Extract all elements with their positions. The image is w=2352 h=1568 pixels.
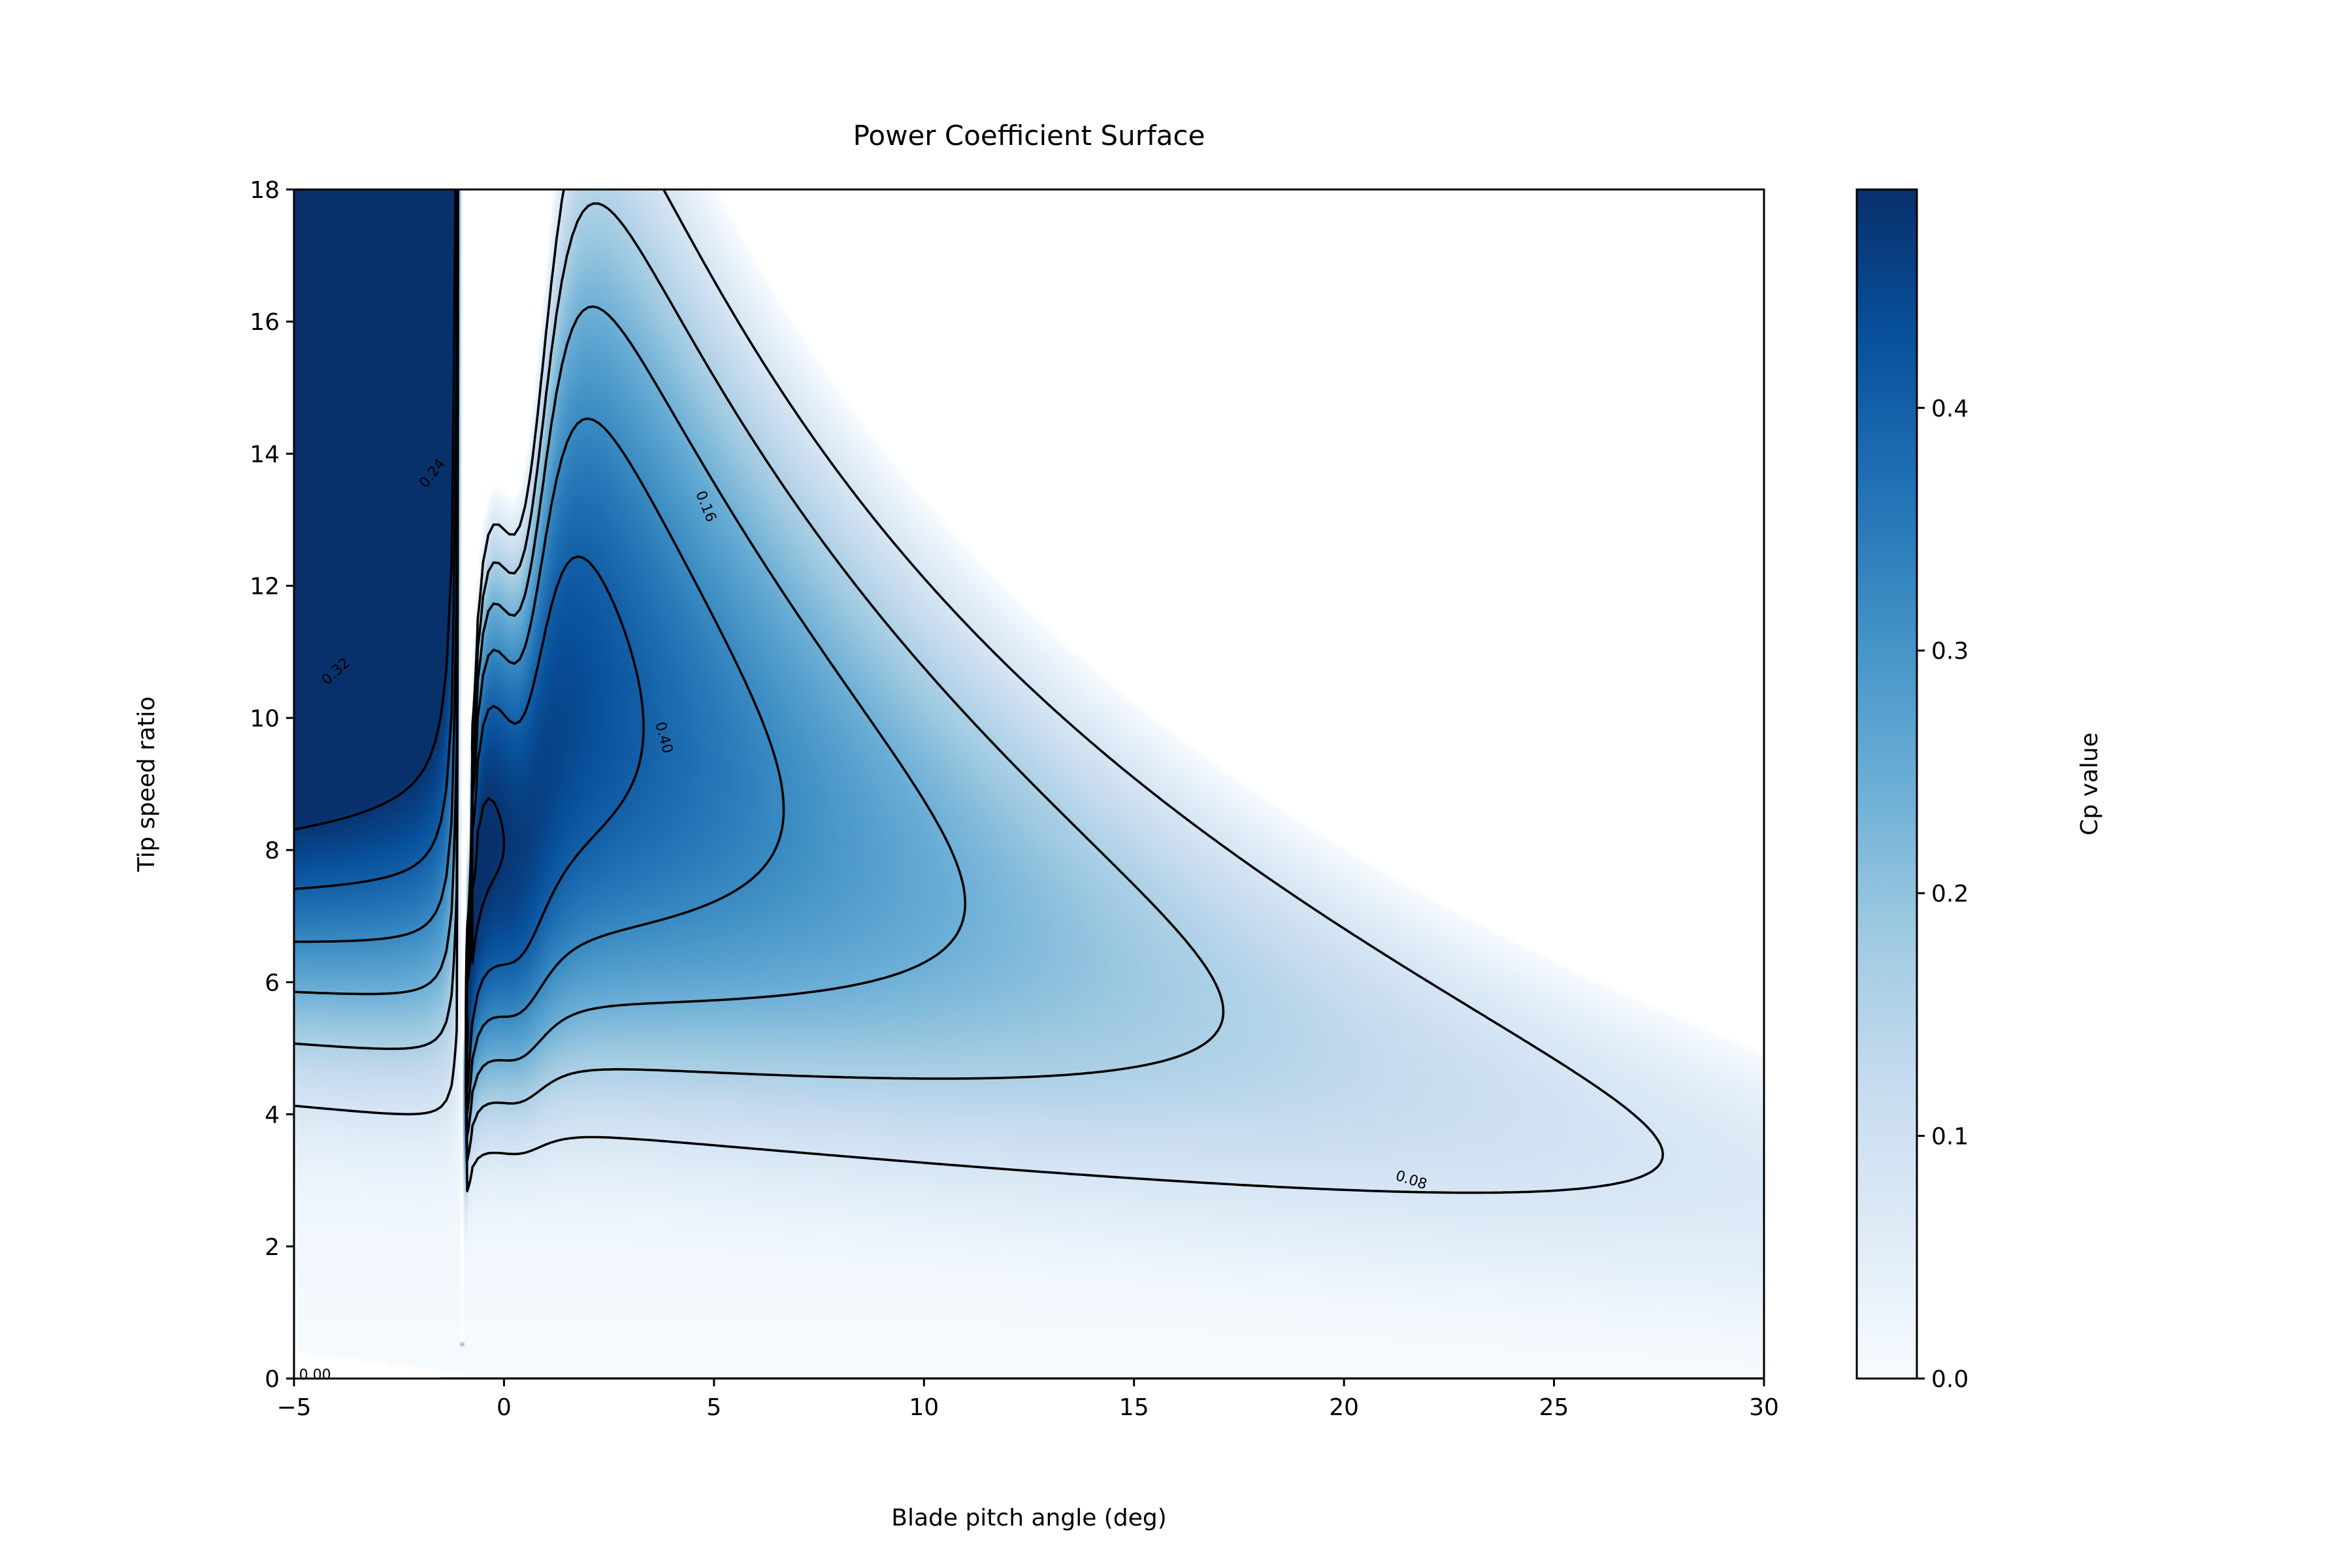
colorbar-tick-label: 0.1 — [1931, 1124, 1968, 1151]
contour-line-0.32 — [294, 189, 785, 1115]
x-axis: −5 0 5 10 15 20 25 30 — [276, 1379, 1779, 1421]
y-tick-label: 6 — [265, 970, 280, 996]
y-tick-label: 8 — [265, 838, 280, 864]
plot-frame — [293, 188, 1765, 1380]
x-tick-label: −5 — [276, 1394, 311, 1421]
colorbar-tick-label: 0.3 — [1931, 638, 1968, 665]
y-axis: 0 2 4 6 8 10 12 14 16 18 — [250, 177, 294, 1393]
colorbar-label: Cp value — [2076, 732, 2103, 836]
x-tick-label: 5 — [706, 1394, 721, 1421]
y-tick-label: 18 — [250, 177, 280, 204]
colorbar: 0.0 0.1 0.2 0.3 0.4 Cp value — [1855, 188, 2103, 1393]
colorbar-gradient — [1857, 189, 1917, 1379]
contour-lines — [294, 189, 1764, 1379]
y-tick-label: 14 — [250, 441, 280, 468]
y-axis-label: Tip speed ratio — [133, 696, 160, 872]
x-tick-label: 30 — [1749, 1394, 1779, 1421]
contour-label-group: 0.00 — [299, 1367, 331, 1383]
y-tick-label: 12 — [250, 574, 280, 600]
contour-line-0.40 — [294, 189, 645, 1089]
x-tick-label: 0 — [497, 1394, 512, 1421]
y-tick-label: 2 — [265, 1234, 280, 1261]
colorbar-tick-label: 0.2 — [1931, 881, 1968, 907]
chart-title: Power Coefficient Surface — [853, 120, 1205, 152]
contour-line-0.48 — [294, 189, 506, 1050]
y-tick-label: 10 — [250, 706, 280, 732]
x-axis-label: Blade pitch angle (deg) — [891, 1505, 1167, 1531]
colorbar-ticks: 0.0 0.1 0.2 0.3 0.4 — [1917, 395, 1968, 1393]
plot-area: 0.000.080.160.240.320.40 — [293, 188, 1765, 1383]
x-tick-label: 25 — [1539, 1394, 1569, 1421]
y-tick-label: 0 — [265, 1366, 280, 1393]
contour-line-0.24 — [294, 189, 967, 1137]
x-tick-label: 15 — [1119, 1394, 1149, 1421]
x-tick-label: 10 — [909, 1394, 939, 1421]
colorbar-tick-label: 0.0 — [1931, 1366, 1968, 1393]
colorbar-tick-label: 0.4 — [1931, 395, 1968, 422]
y-tick-label: 4 — [265, 1102, 280, 1129]
cp-heatmap — [294, 189, 1764, 1379]
y-tick-label: 16 — [250, 309, 280, 336]
contour-label: 0.00 — [299, 1367, 331, 1383]
colorbar-frame — [1855, 188, 1918, 1380]
x-tick-label: 20 — [1329, 1394, 1359, 1421]
